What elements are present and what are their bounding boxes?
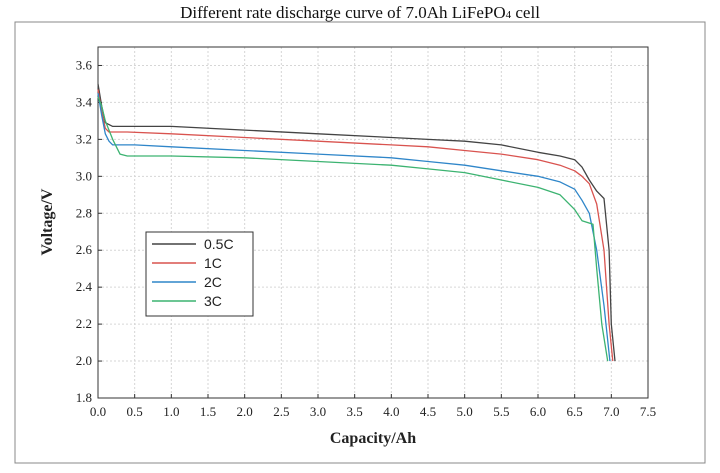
x-tick-label: 7.0 (603, 404, 619, 419)
y-tick-label: 3.6 (76, 57, 93, 72)
series-line-1 (97, 83, 616, 362)
legend: 0.5C 1C 2C 3C (145, 231, 254, 317)
x-tick-label: 1.5 (200, 404, 216, 419)
x-tick-label: 2.5 (273, 404, 289, 419)
series-line-3 (97, 93, 611, 362)
chart-title-main: Different rate discharge curve of 7.0Ah … (180, 3, 506, 22)
x-tick-label: 1.0 (163, 404, 179, 419)
y-tick-label: 1.8 (76, 390, 92, 405)
x-axis-title: Capacity/Ah (330, 430, 416, 447)
x-tick-label: 0.0 (90, 404, 106, 419)
chart-title: Different rate discharge curve of 7.0Ah … (0, 2, 720, 26)
legend-label: 2C (204, 274, 222, 290)
x-tick-label: 3.0 (310, 404, 326, 419)
series-line-4 (97, 96, 609, 362)
y-tick-label: 3.4 (76, 94, 93, 109)
x-tick-label: 6.0 (530, 404, 546, 419)
y-tick-label: 2.8 (76, 205, 92, 220)
legend-label: 1C (204, 255, 222, 271)
x-tick-label: 0.5 (127, 404, 143, 419)
figure-frame (14, 21, 706, 464)
y-tick-label: 3.2 (76, 131, 92, 146)
x-tick-label: 6.5 (567, 404, 583, 419)
grid (97, 47, 649, 399)
y-tick-label: 2.0 (76, 353, 92, 368)
legend-box (145, 231, 254, 317)
x-tick-label: 5.5 (493, 404, 509, 419)
x-tick-label: 3.5 (347, 404, 363, 419)
series-lines (97, 83, 616, 362)
y-tick-label: 2.6 (76, 242, 93, 257)
chart-title-suffix: cell (511, 3, 540, 22)
y-tick-label: 3.0 (76, 168, 92, 183)
x-tick-label: 4.0 (383, 404, 399, 419)
chart-title-subscript: 4 (505, 9, 512, 21)
x-tick-label: 2.0 (237, 404, 253, 419)
y-axis-title: Voltage/V (39, 188, 56, 255)
x-tick-label: 4.5 (420, 404, 436, 419)
y-tick-label: 2.2 (76, 316, 92, 331)
legend-label: 3C (204, 293, 222, 309)
series-line-2 (97, 89, 614, 362)
plot-area (97, 46, 649, 399)
x-tick-label: 5.0 (457, 404, 473, 419)
y-tick-label: 2.4 (76, 279, 93, 294)
axis-ticks: 0.0 0.5 1.0 1.5 2.0 2.5 3.0 3.5 4.0 4.5 5.0 5.5 6.0 6… (76, 57, 656, 419)
legend-label: 0.5C (204, 236, 234, 252)
x-tick-label: 7.5 (640, 404, 656, 419)
